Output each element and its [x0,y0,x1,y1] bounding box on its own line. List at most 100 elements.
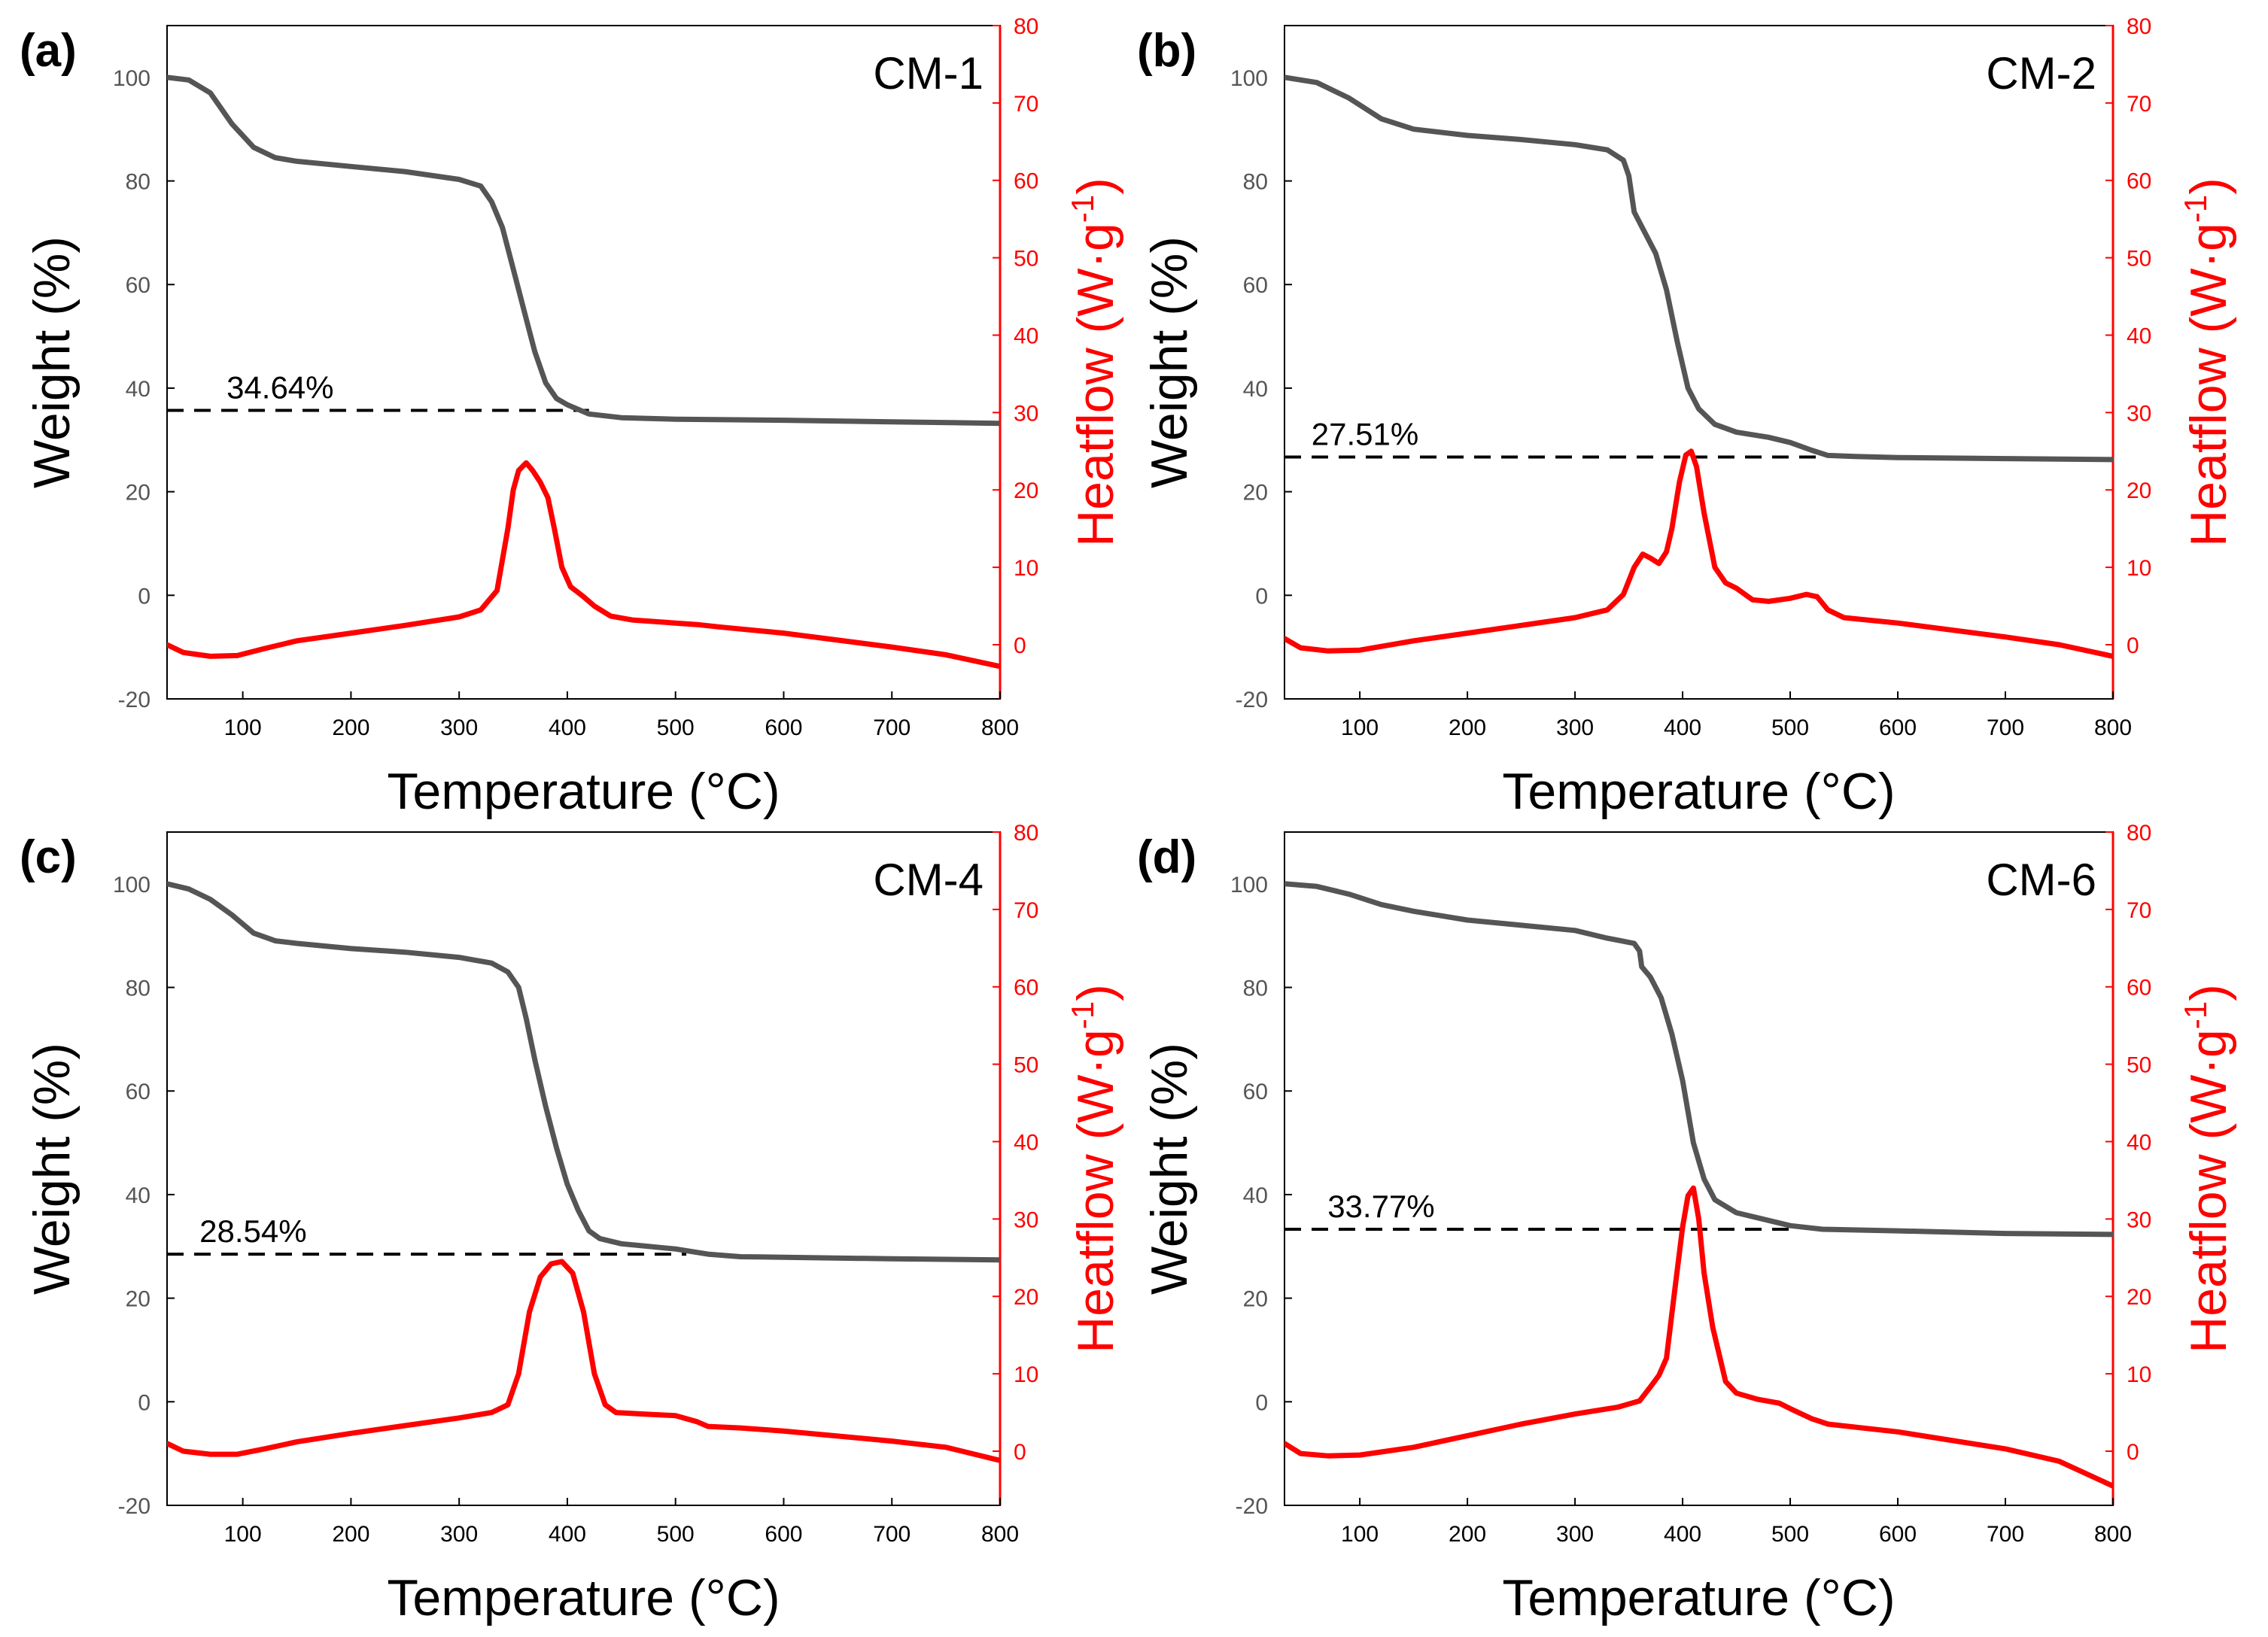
x-axis-title: Temperature (°C) [387,763,780,820]
x-tick-label: 700 [873,715,911,740]
x-tick-label: 100 [224,715,262,740]
y-right-axis-title-superscript: -1 [1065,195,1100,223]
y-right-tick-label: 50 [2127,247,2151,272]
y-left-tick-label: 60 [1243,273,1268,298]
y-right-tick-label: 40 [1014,1130,1038,1155]
x-tick-label: 500 [657,1522,695,1547]
x-tick-label: 700 [1987,715,2024,740]
y-right-tick-label: 50 [2127,1053,2151,1078]
panel-letter: (a) [20,25,77,77]
y-right-axis-title-superscript: -1 [2178,195,2213,223]
panel-letter: (b) [1137,25,1196,77]
sample-label: CM-2 [1986,48,2096,99]
y-right-axis-title-close: ) [2180,178,2237,195]
y-left-tick-label: 40 [126,377,150,402]
panel-letter: (c) [20,831,77,883]
y-right-tick-label: 20 [2127,478,2151,503]
y-left-tick-label: 80 [126,976,150,1001]
y-right-tick-label: 20 [1014,1285,1038,1310]
y-left-tick-label: 20 [1243,481,1268,506]
y-right-axis-title-close: ) [1067,984,1124,1001]
x-tick-label: 500 [1771,1522,1809,1547]
x-tick-label: 200 [1449,1522,1486,1547]
y-right-tick-label: 10 [1014,556,1038,581]
y-right-tick-label: 0 [2127,633,2139,658]
x-tick-label: 700 [873,1522,911,1547]
y-right-tick-label: 30 [1014,401,1038,426]
y-left-tick-label: 0 [1255,1390,1268,1415]
weight-curve [167,74,1000,427]
sample-label: CM-4 [873,855,984,905]
y-left-tick-label: 0 [138,1390,150,1415]
y-right-axis-title: Heatflow (W·g-1) [1065,984,1124,1353]
plot-frame [166,831,1001,1506]
y-left-tick-label: 100 [1230,873,1268,897]
y-left-tick-label: 60 [126,273,150,298]
y-left-tick-label: 20 [126,1287,150,1312]
heatflow-curve [1284,448,2113,659]
y-left-tick-label: 40 [1243,377,1268,402]
x-tick-label: 100 [224,1522,262,1547]
x-tick-label: 200 [1449,715,1486,740]
y-left-tick-label: 80 [1243,170,1268,195]
x-tick-label: 600 [765,1522,802,1547]
y-right-tick-label: 80 [2127,821,2151,846]
x-tick-label: 200 [332,1522,369,1547]
y-left-tick-label: -20 [118,688,150,712]
y-left-tick-label: 20 [126,481,150,506]
panel-cm-2: 100 200 300 400 500 600 700 800 -20 0 20 40 60 80 100 0… [1137,14,2237,820]
y-right-tick-label: 0 [1014,1440,1026,1465]
x-tick-label: 500 [1771,715,1809,740]
x-tick-label: 400 [549,1522,586,1547]
x-tick-label: 600 [765,715,802,740]
residue-label: 33.77% [1327,1189,1434,1224]
y-right-tick-label: 10 [1014,1362,1038,1387]
y-right-axis-title: Heatflow (W·g-1) [2178,984,2237,1353]
y-right-tick-label: 10 [2127,1362,2151,1387]
y-right-axis-title: Heatflow (W·g-1) [1065,178,1124,547]
y-right-tick-label: 70 [2127,898,2151,923]
residue-label: 34.64% [226,370,333,405]
x-tick-label: 100 [1341,1522,1379,1547]
y-left-tick-label: 0 [138,584,150,609]
y-left-tick-label: 100 [1230,66,1268,91]
y-right-tick-label: 0 [1014,633,1026,658]
x-tick-label: 300 [440,715,478,740]
y-right-tick-label: 70 [2127,92,2151,117]
y-left-tick-label: 40 [126,1183,150,1208]
residue-label: 28.54% [199,1213,306,1249]
y-left-tick-label: 100 [113,66,150,91]
y-right-axis-title-close: ) [1067,178,1124,195]
y-right-axis-title-superscript: -1 [1065,1001,1100,1029]
x-tick-label: 400 [549,715,586,740]
y-left-tick-label: -20 [1236,1494,1268,1519]
y-left-tick-label: 60 [126,1080,150,1104]
y-right-tick-label: 60 [1014,169,1038,194]
x-axis-title: Temperature (°C) [387,1569,780,1626]
y-right-tick-label: 20 [1014,478,1038,503]
y-right-tick-label: 40 [2127,1130,2151,1155]
y-right-tick-label: 40 [1014,323,1038,348]
y-right-tick-label: 60 [2127,976,2151,1001]
y-left-tick-label: -20 [1236,688,1268,712]
y-right-axis-title-main: Heatflow (W·g [1067,1029,1124,1353]
panel-cm-6: 100 200 300 400 500 600 700 800 -20 0 20 40 60 80 100 0… [1137,821,2237,1626]
y-right-tick-label: 30 [1014,1207,1038,1232]
x-tick-label: 800 [2094,1522,2132,1547]
y-right-axis-title-superscript: -1 [2178,1001,2213,1029]
x-tick-label: 800 [981,715,1019,740]
y-right-tick-label: 80 [1014,821,1038,846]
y-right-tick-label: 10 [2127,556,2151,581]
y-left-axis-title: Weight (%) [1141,1043,1198,1295]
sample-label: CM-6 [1986,855,2096,905]
x-tick-label: 600 [1879,1522,1917,1547]
x-tick-label: 700 [1987,1522,2024,1547]
y-right-axis-title: Heatflow (W·g-1) [2178,178,2237,547]
heatflow-curve [1284,1185,2113,1489]
y-left-tick-label: 80 [126,170,150,195]
sample-label: CM-1 [873,48,984,99]
heatflow-curve [167,460,1000,670]
y-left-axis-title: Weight (%) [1141,236,1198,488]
x-tick-label: 200 [332,715,369,740]
